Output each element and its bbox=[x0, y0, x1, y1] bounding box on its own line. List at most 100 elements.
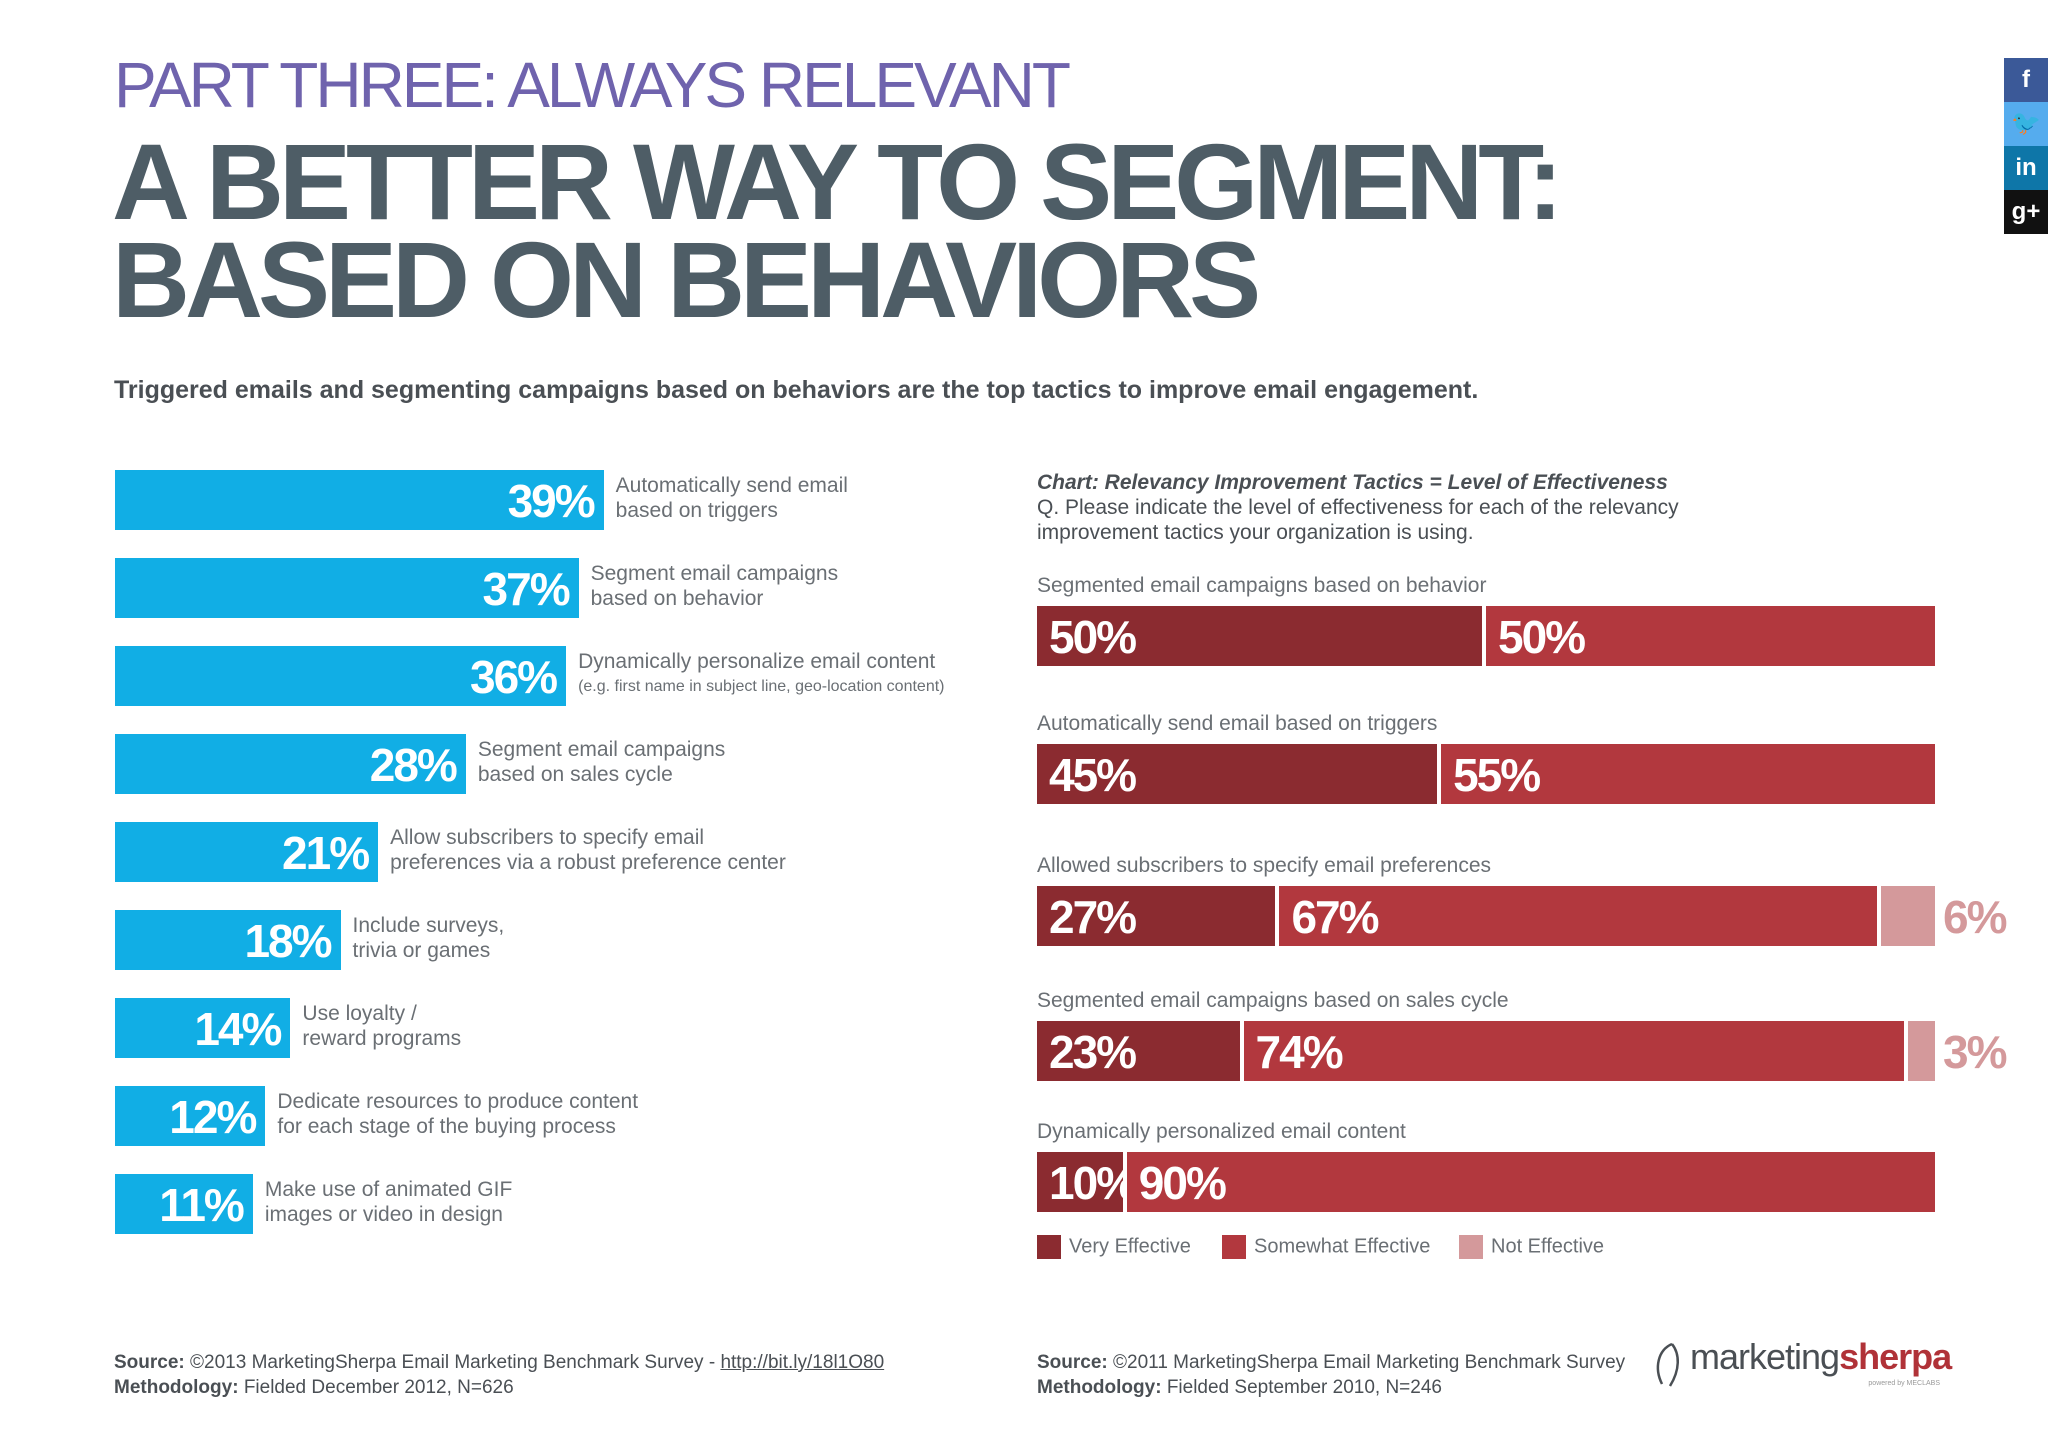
tactic-label: Dedicate resources to produce content for… bbox=[277, 1089, 638, 1139]
marketingsherpa-logo: marketingsherpa powered by MECLABS bbox=[1650, 1334, 1952, 1394]
left-source-text: ©2013 MarketingSherpa Email Marketing Be… bbox=[190, 1352, 716, 1373]
effectiveness-segment: 50% bbox=[1037, 606, 1482, 666]
part-title: PART THREE: ALWAYS RELEVANT bbox=[114, 49, 1071, 121]
tactic-label-line-2: based on sales cycle bbox=[477, 763, 673, 786]
tactics-bar-chart: 39% Automatically send email based on trig… bbox=[0, 0, 1000, 1300]
legend-swatch bbox=[1037, 1235, 1061, 1259]
tactic-bar-value: 18% bbox=[244, 915, 332, 967]
tactic-bar-value: 11% bbox=[159, 1179, 245, 1231]
effectiveness-segment: 67% bbox=[1279, 886, 1878, 946]
tactic-bar bbox=[115, 998, 291, 1058]
tactic-label-line-2: reward programs bbox=[302, 1027, 462, 1050]
source-link[interactable]: http://bit.ly/18l1O80 bbox=[720, 1352, 885, 1373]
effectiveness-segment bbox=[1908, 1021, 1935, 1081]
tactic-label: Automatically send email based on trigger… bbox=[616, 473, 848, 523]
effectiveness-segment: 90% bbox=[1126, 1152, 1935, 1212]
linkedin-icon[interactable]: in bbox=[2004, 146, 2048, 190]
tactic-bar-value: 36% bbox=[470, 651, 558, 703]
tactic-bar bbox=[115, 470, 604, 530]
tactic-label: Use loyalty / reward programs bbox=[302, 1001, 461, 1051]
effectiveness-segment: 50% bbox=[1486, 606, 1935, 666]
effectiveness-row-label: Segmented email campaigns based on behav… bbox=[1037, 574, 1487, 597]
right-methodology-label: Methodology: bbox=[1037, 1377, 1162, 1398]
tactic-bar bbox=[115, 558, 579, 618]
legend-label: Not Effective bbox=[1491, 1235, 1605, 1258]
tactic-label-line-2: for each stage of the buying process bbox=[277, 1115, 616, 1138]
right-source-text: ©2011 MarketingSherpa Email Marketing Be… bbox=[1113, 1352, 1626, 1373]
tactic-label-note: (e.g. first name in subject line, geo-lo… bbox=[578, 678, 945, 695]
logo-text-sherpa: sherpa bbox=[1839, 1336, 1952, 1377]
tactic-bar-value: 21% bbox=[282, 827, 370, 879]
tactic-label: Dynamically personalize email content (e.… bbox=[578, 649, 944, 699]
tactic-bar-value: 28% bbox=[369, 739, 458, 791]
effectiveness-segment bbox=[1881, 886, 1935, 946]
chart-question-line-1: Q. Please indicate the level of effectiv… bbox=[1037, 496, 1679, 519]
effectiveness-segment-value: 6% bbox=[1943, 891, 2008, 943]
tactic-label-line-2: images or video in design bbox=[264, 1203, 503, 1226]
tactic-label-line-1: Allow subscribers to specify email bbox=[390, 826, 705, 849]
intro-text: Triggered emails and segmenting campaign… bbox=[114, 376, 1479, 404]
tactic-bar bbox=[115, 646, 567, 706]
sherpa-logo-icon bbox=[1656, 1342, 1679, 1387]
tactic-bar bbox=[115, 1086, 266, 1146]
effectiveness-row-label: Segmented email campaigns based on sales… bbox=[1037, 989, 1509, 1012]
tactic-label-line-2: based on triggers bbox=[615, 499, 778, 522]
tactic-label-line-1: Use loyalty / bbox=[302, 1002, 417, 1025]
left-methodology-text: Fielded December 2012, N=626 bbox=[243, 1377, 514, 1398]
effectiveness-segment: 23% bbox=[1037, 1021, 1240, 1081]
tactic-label-line-1: Automatically send email bbox=[615, 474, 848, 497]
logo-tagline: powered by MECLABS bbox=[1868, 1380, 1940, 1387]
tactic-bar-value: 14% bbox=[194, 1003, 282, 1055]
legend-label: Very Effective bbox=[1069, 1235, 1191, 1258]
tactic-label-line-2: based on behavior bbox=[590, 587, 764, 610]
legend-item: Very Effective bbox=[1037, 1235, 1191, 1259]
logo-text-marketing: marketing bbox=[1690, 1336, 1840, 1377]
tactic-bar bbox=[115, 1174, 253, 1234]
tactic-bar bbox=[115, 822, 379, 882]
facebook-icon[interactable]: f bbox=[2004, 58, 2048, 102]
effectiveness-segment: 55% bbox=[1441, 744, 1935, 804]
right-source-label: Source: bbox=[1037, 1352, 1108, 1373]
tactic-label: Segment email campaigns based on behavior bbox=[591, 561, 838, 611]
page-title-line-1: A BETTER WAY TO SEGMENT: bbox=[112, 121, 1563, 242]
effectiveness-segment: 74% bbox=[1243, 1021, 1905, 1081]
effectiveness-row-label: Allowed subscribers to specify email pre… bbox=[1037, 854, 1492, 877]
google-plus-icon[interactable]: g+ bbox=[2004, 190, 2048, 234]
tactic-label: Segment email campaigns based on sales cy… bbox=[478, 737, 725, 787]
tactic-label-line-1: Segment email campaigns bbox=[477, 738, 726, 761]
legend-item: Somewhat Effective bbox=[1222, 1235, 1430, 1259]
effectiveness-chart-header: Chart: Relevancy Improvement Tactics = L… bbox=[1037, 470, 1679, 545]
right-source: Source: ©2011 MarketingSherpa Email Mark… bbox=[1037, 1350, 1625, 1400]
page-title-line-2: BASED ON BEHAVIORS bbox=[112, 219, 1261, 340]
effectiveness-chart-title: Chart: Relevancy Improvement Tactics = L… bbox=[1037, 471, 1668, 494]
effectiveness-row-label: Dynamically personalized email content bbox=[1037, 1120, 1406, 1143]
left-source: Source: ©2013 MarketingSherpa Email Mark… bbox=[114, 1350, 884, 1400]
tactic-label-line-2: trivia or games bbox=[352, 939, 491, 962]
tactic-label: Include surveys, trivia or games bbox=[353, 913, 505, 963]
effectiveness-stacked-chart: Segmented email campaigns based on behav… bbox=[1037, 574, 2008, 1212]
twitter-icon[interactable]: 🐦 bbox=[2004, 102, 2048, 146]
legend-swatch bbox=[1459, 1235, 1483, 1259]
tactic-label-line-2: preferences via a robust preference cent… bbox=[390, 851, 786, 874]
legend-swatch bbox=[1222, 1235, 1246, 1259]
effectiveness-segment: 45% bbox=[1037, 744, 1438, 804]
tactic-label-line-1: Include surveys, bbox=[352, 914, 505, 937]
left-source-label: Source: bbox=[114, 1352, 185, 1373]
chart-question-line-2: improvement tactics your organization is… bbox=[1037, 521, 1474, 544]
tactic-bar-value: 37% bbox=[482, 563, 571, 615]
effectiveness-row-label: Automatically send email based on trigge… bbox=[1037, 712, 1438, 735]
effectiveness-segment: 10% bbox=[1037, 1152, 1123, 1212]
right-methodology-text: Fielded September 2010, N=246 bbox=[1166, 1377, 1442, 1398]
tactic-bar bbox=[115, 734, 466, 794]
tactic-label-line-1: Dynamically personalize email content bbox=[578, 650, 936, 673]
effectiveness-segment-value: 3% bbox=[1943, 1026, 2008, 1078]
tactic-label: Allow subscribers to specify email prefer… bbox=[390, 825, 786, 875]
legend-label: Somewhat Effective bbox=[1254, 1235, 1431, 1258]
tactic-label-line-1: Segment email campaigns bbox=[590, 562, 839, 585]
tactic-label: Make use of animated GIF images or video … bbox=[265, 1177, 512, 1227]
legend-item: Not Effective bbox=[1459, 1235, 1604, 1259]
left-methodology-label: Methodology: bbox=[114, 1377, 239, 1398]
tactic-bar-value: 12% bbox=[169, 1091, 257, 1143]
tactic-bar bbox=[115, 910, 341, 970]
tactic-label-line-1: Dedicate resources to produce content bbox=[277, 1090, 639, 1113]
